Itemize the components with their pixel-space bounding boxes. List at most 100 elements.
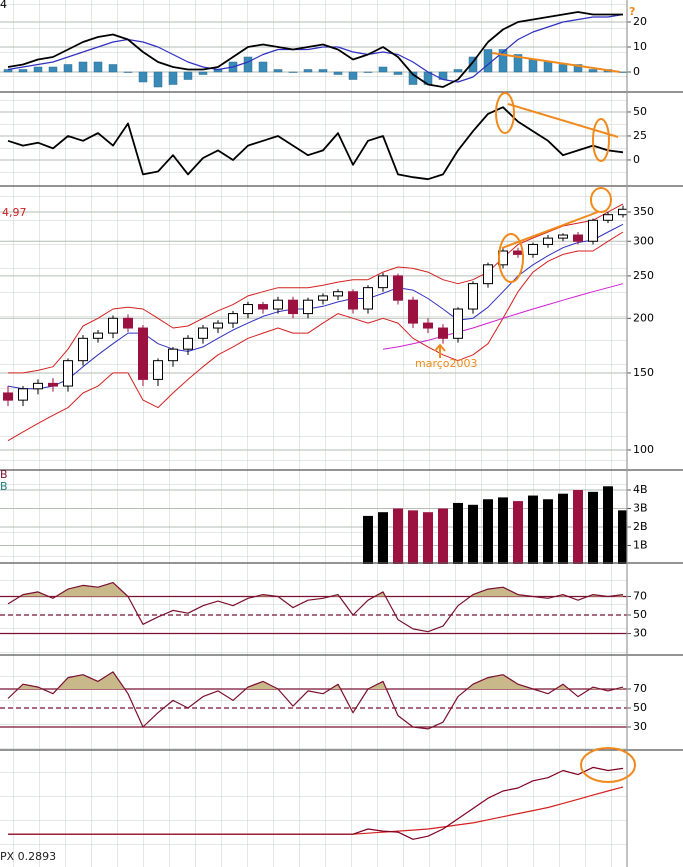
histogram-bar: [303, 69, 313, 73]
histogram-bar: [183, 71, 193, 80]
histogram-bar: [108, 64, 118, 73]
candle-body: [528, 243, 538, 255]
y-tick-label: 100: [633, 443, 654, 456]
candle-body: [198, 327, 208, 339]
series-line: [8, 766, 624, 840]
annotation: março2003: [415, 357, 478, 370]
bar: [573, 490, 583, 564]
y-tick-label: 300: [633, 234, 654, 247]
candle-body: [348, 291, 358, 310]
histogram-bar: [138, 71, 148, 83]
bar: [438, 508, 448, 564]
y-tick-label: 50: [633, 608, 647, 621]
overbought-fill: [17, 671, 623, 689]
candle-body: [78, 337, 88, 362]
histogram-bar: [393, 71, 403, 75]
histogram-bar: [273, 69, 283, 73]
panel: [0, 582, 627, 635]
y-tick-label: 70: [633, 589, 647, 602]
candle-body: [63, 360, 73, 387]
y-tick-label: 2B: [633, 520, 648, 533]
histogram-bar: [123, 71, 133, 73]
background-grid: [0, 0, 627, 867]
annotation: ?: [629, 5, 635, 18]
histogram-bar: [258, 61, 268, 73]
histogram-bar: [18, 69, 28, 73]
candle-body: [423, 322, 433, 329]
highlight-ellipse: [590, 187, 612, 213]
histogram-bar: [243, 56, 253, 73]
bar: [558, 493, 568, 564]
candle-body: [483, 264, 493, 285]
y-tick-label: 10: [633, 40, 647, 53]
histogram-bar: [528, 59, 538, 73]
candle-body: [513, 250, 523, 255]
candle-body: [393, 275, 403, 301]
candle-body: [468, 283, 478, 310]
candle-body: [273, 299, 283, 310]
candle-body: [573, 234, 583, 242]
bar: [483, 499, 493, 564]
histogram-bar: [453, 69, 463, 73]
histogram-bar: [468, 56, 478, 73]
bar: [363, 515, 373, 564]
y-tick-label: 50: [633, 105, 647, 118]
bar: [423, 512, 433, 564]
series-line: [7, 13, 624, 83]
trend-line: [501, 211, 599, 249]
annotation: B: [0, 468, 8, 481]
candle-body: [558, 234, 568, 239]
histogram-bar: [288, 71, 298, 73]
y-tick-label: 30: [633, 627, 647, 640]
candle-body: [603, 214, 613, 221]
bar: [408, 510, 418, 564]
bar: [543, 499, 553, 564]
bar: [603, 486, 613, 564]
arrow: [434, 343, 446, 358]
histogram-bar: [363, 71, 373, 73]
histogram-bar: [33, 66, 43, 73]
histogram-bar: [3, 69, 13, 73]
histogram-bar: [348, 71, 358, 80]
series-line: [7, 106, 624, 181]
candle-body: [258, 304, 268, 310]
labels: 4? 4,97 março2003 BB PX 0.2893: [0, 0, 635, 863]
candle-body: [3, 392, 13, 401]
y-tick-label: 250: [633, 269, 654, 282]
candle-body: [333, 291, 343, 297]
y-tick-label: 70: [633, 682, 647, 695]
trend-line: [491, 52, 621, 73]
histogram-bar: [558, 64, 568, 73]
bar: [468, 504, 478, 564]
histogram-bar: [543, 61, 553, 73]
y-tick-label: 20: [633, 15, 647, 28]
series-line: [7, 671, 624, 730]
candle-body: [138, 327, 148, 380]
candle-body: [303, 299, 313, 315]
histogram-bar: [378, 66, 388, 73]
histogram-bar: [78, 61, 88, 73]
histogram-bar: [618, 71, 627, 73]
histogram-bar: [408, 71, 418, 85]
candle-body: [123, 317, 133, 329]
panel: [0, 203, 627, 451]
trend-line: [507, 103, 619, 138]
candle-body: [438, 327, 448, 339]
candle-body: [243, 304, 253, 315]
highlight-ellipse: [495, 92, 515, 134]
bar: [498, 497, 508, 564]
y-tick-label: 4B: [633, 483, 648, 496]
y-tick-label: 0: [633, 153, 640, 166]
candle-body: [108, 317, 118, 334]
histogram-bar: [483, 49, 493, 73]
y-tick-label: 3B: [633, 502, 648, 515]
candle-body: [378, 275, 388, 289]
panel: [8, 766, 624, 840]
bar: [528, 495, 538, 564]
y-tick-label: 30: [633, 720, 647, 733]
candle-body: [213, 322, 223, 329]
histogram-bar: [153, 71, 163, 88]
y-tick-label: 0: [633, 65, 640, 78]
